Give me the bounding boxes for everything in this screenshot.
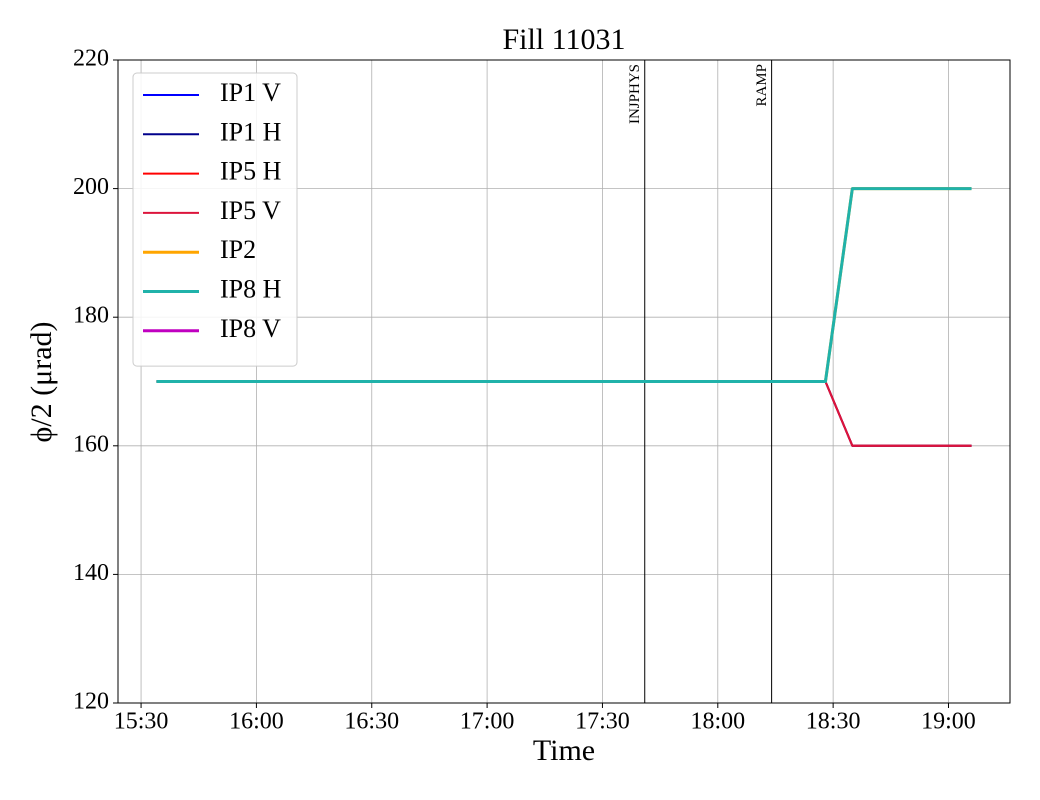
y-tick-label: 180 bbox=[73, 303, 109, 329]
event-label: RAMP bbox=[754, 64, 770, 107]
x-tick-label: 17:30 bbox=[575, 709, 630, 735]
x-tick-label: 16:00 bbox=[229, 709, 284, 735]
chart-title: Fill 11031 bbox=[502, 23, 625, 56]
y-tick-label: 160 bbox=[73, 431, 109, 457]
series-line bbox=[156, 380, 972, 447]
x-tick-label: 15:30 bbox=[114, 709, 169, 735]
y-axis-label: ϕ/2 (μrad) bbox=[25, 322, 58, 443]
y-tick-label: 140 bbox=[73, 560, 109, 586]
x-tick-label: 18:30 bbox=[806, 709, 861, 735]
legend-label: IP8 H bbox=[220, 274, 282, 303]
legend-label: IP2 bbox=[220, 235, 256, 264]
event-label: INJPHYS bbox=[627, 64, 643, 124]
x-tick-label: 19:00 bbox=[921, 709, 976, 735]
y-tick-label: 200 bbox=[73, 174, 109, 200]
legend-label: IP1 V bbox=[220, 78, 281, 107]
x-axis-label: Time bbox=[533, 734, 595, 767]
y-tick-label: 120 bbox=[73, 689, 109, 715]
series-line bbox=[156, 187, 972, 383]
y-tick-label: 220 bbox=[73, 46, 109, 72]
legend-label: IP1 H bbox=[220, 117, 282, 146]
x-tick-label: 17:00 bbox=[460, 709, 515, 735]
x-tick-label: 16:30 bbox=[344, 709, 399, 735]
x-tick-label: 18:00 bbox=[690, 709, 745, 735]
legend-label: IP5 V bbox=[220, 196, 281, 225]
legend-label: IP8 V bbox=[220, 314, 281, 343]
plot-frame bbox=[117, 59, 1011, 704]
legend-label: IP5 H bbox=[220, 157, 282, 186]
